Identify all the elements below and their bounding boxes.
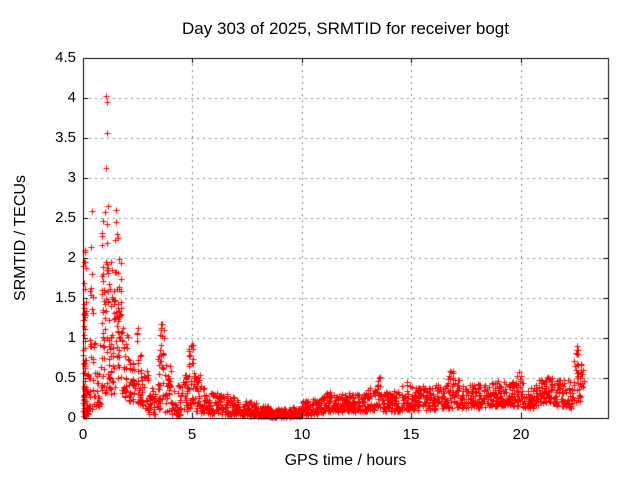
y-tick-label: 0.5: [55, 369, 76, 386]
y-tick-label: 3: [67, 169, 76, 186]
x-axis-title: GPS time / hours: [284, 452, 407, 469]
x-tick-label: 10: [293, 426, 311, 443]
y-axis-title: SRMTID / TECUs: [12, 175, 29, 301]
x-tick-label: 0: [78, 426, 88, 443]
y-tick-label: 0: [67, 409, 76, 426]
x-tick-label: 20: [512, 426, 530, 443]
y-tick-label: 3.5: [55, 129, 76, 146]
y-tick-label: 4: [67, 89, 76, 106]
y-tick-label: 2.5: [55, 209, 76, 226]
x-tick-label: 5: [187, 426, 197, 443]
x-tick-label: 15: [402, 426, 420, 443]
chart-title: Day 303 of 2025, SRMTID for receiver bog…: [182, 19, 509, 38]
y-tick-label: 1: [67, 329, 76, 346]
y-tick-label: 1.5: [55, 289, 76, 306]
y-tick-label: 2: [67, 249, 76, 266]
y-tick-label: 4.5: [55, 49, 76, 66]
